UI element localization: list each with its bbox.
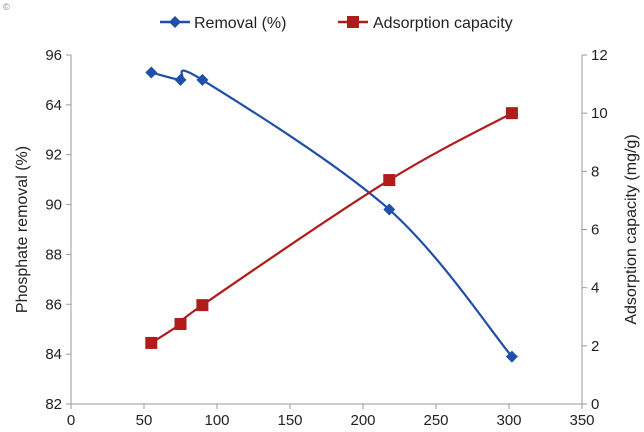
data-point-adsorption bbox=[505, 107, 518, 120]
data-point-adsorption bbox=[383, 174, 396, 187]
y-tick-label-left: 84 bbox=[45, 346, 62, 363]
data-point-removal bbox=[505, 350, 518, 363]
tick-labels: 0 50 100 150 200 250 300 3508284868890926496024… bbox=[45, 47, 607, 429]
y-tick-label-left: 90 bbox=[45, 197, 62, 214]
axes bbox=[66, 54, 587, 409]
data-point-removal bbox=[383, 203, 396, 216]
data-point-removal bbox=[145, 66, 158, 79]
data-point-removal bbox=[196, 73, 209, 86]
series-layer bbox=[145, 66, 518, 363]
y-tick-label-right: 12 bbox=[591, 47, 608, 64]
y-tick-label-left: 96 bbox=[45, 47, 62, 64]
data-point-adsorption bbox=[174, 318, 187, 331]
series-line-removal bbox=[151, 69, 513, 358]
x-tick-label: 350 bbox=[569, 412, 594, 429]
x-tick-label: 0 bbox=[67, 412, 75, 429]
y-tick-label-right: 0 bbox=[591, 396, 599, 413]
y-tick-label-right: 4 bbox=[591, 280, 599, 297]
legend-label-adsorption: Adsorption capacity bbox=[373, 15, 513, 32]
legend-label-removal: Removal (%) bbox=[194, 15, 286, 32]
corner-mark: © bbox=[3, 2, 10, 12]
y-axis-title-left: Phosphate removal (%) bbox=[14, 146, 31, 313]
x-tick-label: 250 bbox=[423, 412, 448, 429]
x-tick-label: 200 bbox=[350, 412, 375, 429]
y-tick-label-left: 64 bbox=[45, 97, 62, 114]
legend-marker-removal bbox=[169, 16, 181, 28]
y-tick-label-right: 6 bbox=[591, 222, 599, 239]
x-tick-label: 100 bbox=[204, 412, 229, 429]
x-tick-label: 50 bbox=[136, 412, 153, 429]
y-tick-label-right: 10 bbox=[591, 105, 608, 122]
y-tick-label-right: 8 bbox=[591, 163, 599, 180]
x-tick-label: 300 bbox=[496, 412, 521, 429]
y-tick-label-left: 82 bbox=[45, 396, 62, 413]
legend: Removal (%) Adsorption capacity bbox=[160, 15, 513, 32]
y-tick-label-left: 86 bbox=[45, 296, 62, 313]
x-tick-label: 150 bbox=[277, 412, 302, 429]
data-point-adsorption bbox=[145, 336, 158, 349]
y-tick-label-left: 88 bbox=[45, 246, 62, 263]
data-point-removal bbox=[174, 73, 187, 86]
y-tick-label-left: 92 bbox=[45, 147, 62, 164]
legend-marker-adsorption bbox=[347, 16, 359, 28]
y-tick-label-right: 2 bbox=[591, 338, 599, 355]
data-point-adsorption bbox=[196, 299, 209, 312]
y-axis-title-right: Adsorption capacity (mg/g) bbox=[623, 134, 640, 324]
